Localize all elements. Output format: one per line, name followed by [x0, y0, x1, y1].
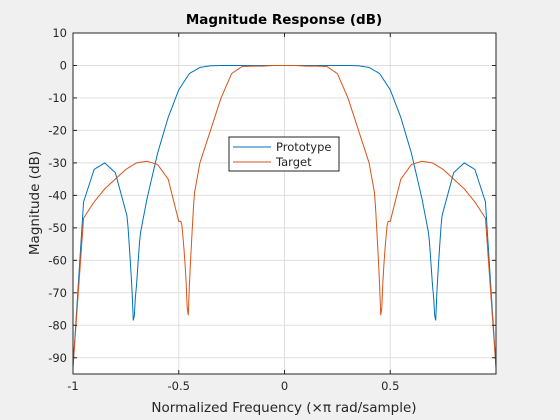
y-tick-label: -50 — [48, 221, 67, 235]
y-tick-label: -80 — [48, 318, 67, 332]
y-tick-label: 0 — [60, 58, 67, 72]
x-tick-label: -1 — [67, 379, 78, 393]
x-tick-label: -0.5 — [168, 379, 190, 393]
y-tick-label: -40 — [48, 188, 67, 202]
y-tick-label: -90 — [48, 351, 67, 365]
x-tick-label: 0.5 — [381, 379, 399, 393]
legend-label-target: Target — [275, 155, 312, 169]
y-tick-labels: 10 0 -10 -20 -30 -40 -50 -60 -70 -80 -90 — [48, 26, 67, 365]
legend-label-prototype: Prototype — [276, 140, 331, 154]
y-tick-label: -70 — [48, 286, 67, 300]
series-line-target — [72, 64, 497, 368]
x-tick-labels: -1 -0.5 0 0.5 — [67, 379, 399, 393]
series-layer — [72, 64, 497, 368]
chart-title: Magnitude Response (dB) — [186, 12, 382, 28]
x-axis-label: Normalized Frequency (×π rad/sample) — [151, 400, 416, 416]
legend-box — [228, 136, 340, 172]
tick-marks — [72, 32, 496, 374]
plot-area — [72, 32, 497, 375]
y-axis-label: Magnitude (dB) — [27, 151, 43, 255]
y-tick-label: -10 — [48, 91, 67, 105]
y-tick-label: -30 — [48, 156, 67, 170]
y-tick-label: 10 — [52, 26, 67, 40]
legend[interactable]: Prototype Target — [228, 136, 340, 172]
y-tick-label: -20 — [48, 123, 67, 137]
x-tick-label: 0 — [281, 379, 288, 393]
y-tick-label: -60 — [48, 253, 67, 267]
